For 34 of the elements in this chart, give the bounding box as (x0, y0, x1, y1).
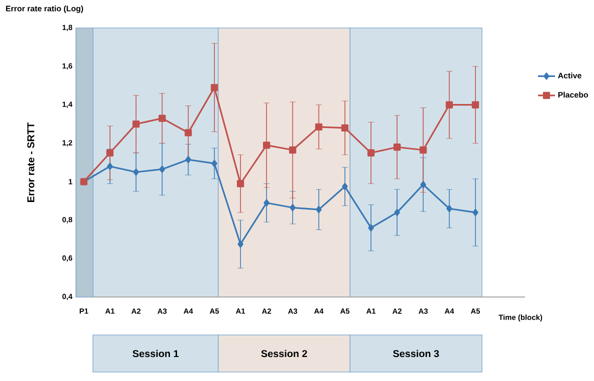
point (420, 181, 426, 188)
text: Session 2 (261, 350, 308, 358)
point (290, 204, 296, 212)
point (420, 146, 427, 154)
point (316, 206, 322, 214)
point (446, 101, 453, 108)
point (446, 205, 452, 212)
point (472, 208, 478, 216)
point (185, 156, 192, 164)
text: Session 3 (393, 350, 439, 358)
point (238, 240, 244, 248)
point (341, 124, 348, 132)
point (159, 166, 166, 173)
y-axis-title: Error rate - SRTT (27, 122, 34, 202)
point (394, 208, 400, 216)
point (106, 149, 114, 156)
point (289, 146, 296, 154)
point (472, 101, 479, 108)
point (107, 162, 113, 170)
point (236, 180, 244, 188)
point (315, 123, 322, 131)
point (394, 144, 401, 151)
point (211, 160, 218, 168)
point (133, 168, 139, 176)
point (158, 114, 166, 122)
point (367, 149, 375, 156)
point (262, 142, 270, 149)
point (132, 120, 140, 128)
point (210, 84, 218, 92)
text: Session 1 (132, 350, 179, 358)
point (342, 182, 348, 190)
point (368, 224, 374, 232)
point (264, 199, 270, 206)
point (184, 129, 192, 136)
